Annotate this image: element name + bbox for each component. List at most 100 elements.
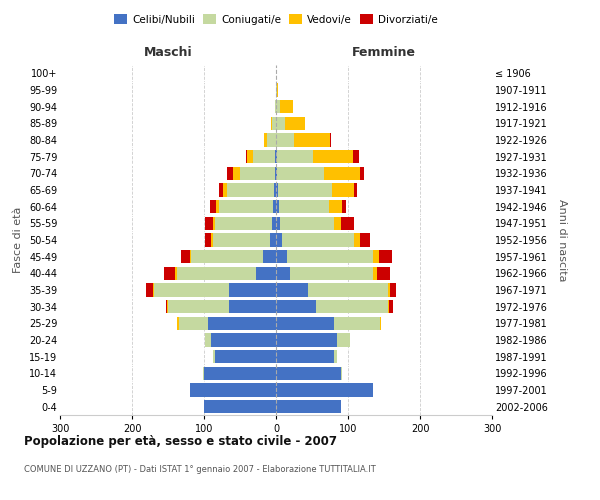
Bar — [276, 366, 341, 380]
Bar — [253, 150, 275, 164]
Bar — [278, 184, 332, 196]
Bar — [282, 234, 354, 246]
Bar — [360, 166, 364, 180]
Bar — [276, 316, 334, 330]
Bar — [276, 184, 278, 196]
Bar — [277, 166, 324, 180]
Bar — [341, 366, 342, 380]
Bar — [377, 266, 390, 280]
Bar — [208, 316, 276, 330]
Bar — [164, 266, 175, 280]
Bar — [341, 216, 354, 230]
Bar — [181, 250, 190, 264]
Bar — [389, 300, 392, 314]
Bar — [276, 400, 341, 413]
Bar — [175, 266, 176, 280]
Bar — [280, 216, 334, 230]
Bar — [215, 350, 276, 364]
Bar — [277, 150, 313, 164]
Y-axis label: Anni di nascita: Anni di nascita — [557, 198, 567, 281]
Bar — [290, 266, 373, 280]
Bar — [353, 150, 359, 164]
Bar — [190, 250, 191, 264]
Bar — [227, 166, 233, 180]
Bar — [276, 200, 279, 213]
Bar — [211, 334, 276, 346]
Bar — [337, 334, 350, 346]
Y-axis label: Fasce di età: Fasce di età — [13, 207, 23, 273]
Bar — [329, 200, 342, 213]
Bar — [276, 266, 290, 280]
Bar — [287, 250, 373, 264]
Bar — [166, 300, 167, 314]
Bar — [227, 184, 274, 196]
Bar — [229, 284, 276, 296]
Bar — [219, 184, 223, 196]
Bar — [272, 216, 276, 230]
Bar — [275, 150, 276, 164]
Bar — [176, 316, 178, 330]
Bar — [168, 300, 229, 314]
Bar — [276, 384, 373, 396]
Bar — [276, 166, 277, 180]
Bar — [316, 300, 388, 314]
Bar — [334, 316, 380, 330]
Bar — [354, 184, 358, 196]
Bar — [330, 134, 331, 146]
Bar — [205, 216, 212, 230]
Bar — [380, 316, 381, 330]
Legend: Celibi/Nubili, Coniugati/e, Vedovi/e, Divorziati/e: Celibi/Nubili, Coniugati/e, Vedovi/e, Di… — [110, 10, 442, 29]
Bar — [390, 284, 395, 296]
Bar — [270, 234, 276, 246]
Bar — [153, 284, 154, 296]
Bar — [275, 100, 276, 114]
Bar — [205, 234, 211, 246]
Bar — [379, 250, 392, 264]
Bar — [342, 200, 346, 213]
Text: COMUNE DI UZZANO (PT) - Dati ISTAT 1° gennaio 2007 - Elaborazione TUTTITALIA.IT: COMUNE DI UZZANO (PT) - Dati ISTAT 1° ge… — [24, 465, 376, 474]
Bar — [204, 400, 276, 413]
Text: Popolazione per età, sesso e stato civile - 2007: Popolazione per età, sesso e stato civil… — [24, 435, 337, 448]
Bar — [332, 184, 354, 196]
Bar — [273, 200, 276, 213]
Bar — [279, 200, 329, 213]
Bar — [276, 334, 337, 346]
Bar — [373, 266, 377, 280]
Bar — [354, 234, 359, 246]
Bar — [190, 384, 276, 396]
Text: Femmine: Femmine — [352, 46, 416, 59]
Bar — [203, 366, 204, 380]
Bar — [359, 234, 370, 246]
Bar — [324, 166, 360, 180]
Bar — [388, 300, 389, 314]
Bar — [274, 184, 276, 196]
Bar — [334, 216, 341, 230]
Bar — [373, 250, 379, 264]
Text: Maschi: Maschi — [143, 46, 193, 59]
Bar — [276, 100, 280, 114]
Bar — [179, 316, 208, 330]
Bar — [276, 234, 282, 246]
Bar — [246, 150, 247, 164]
Bar — [214, 350, 215, 364]
Bar — [276, 350, 334, 364]
Bar — [276, 150, 277, 164]
Bar — [212, 234, 270, 246]
Bar — [263, 250, 276, 264]
Bar — [272, 116, 276, 130]
Bar — [215, 216, 272, 230]
Bar — [211, 200, 216, 213]
Bar — [275, 166, 276, 180]
Bar — [178, 316, 179, 330]
Bar — [276, 250, 287, 264]
Bar — [276, 116, 284, 130]
Bar — [388, 284, 390, 296]
Bar — [240, 166, 275, 180]
Bar — [308, 284, 388, 296]
Bar — [256, 266, 276, 280]
Bar — [233, 166, 240, 180]
Bar — [205, 334, 211, 346]
Bar — [191, 250, 263, 264]
Bar — [154, 284, 229, 296]
Bar — [167, 300, 168, 314]
